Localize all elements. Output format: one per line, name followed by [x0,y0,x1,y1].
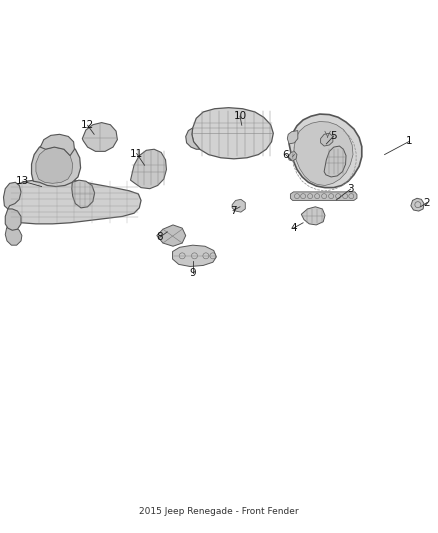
Text: 2: 2 [424,198,431,207]
Polygon shape [72,180,95,208]
Polygon shape [4,182,21,209]
Text: 11: 11 [130,149,143,158]
Text: 10: 10 [233,111,247,121]
Polygon shape [289,114,362,188]
Polygon shape [5,224,22,245]
Polygon shape [324,146,346,177]
Text: 2015 Jeep Renegade - Front Fender: 2015 Jeep Renegade - Front Fender [139,507,299,516]
Polygon shape [287,131,298,144]
Polygon shape [173,245,216,266]
Polygon shape [131,149,166,189]
Polygon shape [294,122,353,185]
Polygon shape [5,209,21,230]
Text: 3: 3 [347,184,354,194]
Text: 6: 6 [282,150,289,159]
Polygon shape [157,225,186,246]
Text: 8: 8 [156,232,163,242]
Text: 12: 12 [81,120,94,130]
Text: 7: 7 [230,206,237,215]
Text: 9: 9 [189,268,196,278]
Polygon shape [82,123,117,151]
Polygon shape [32,141,81,187]
Polygon shape [290,192,357,200]
Polygon shape [40,134,74,156]
Polygon shape [8,179,141,224]
Polygon shape [36,147,73,183]
Text: 5: 5 [330,131,337,141]
Polygon shape [192,108,273,159]
Text: 13: 13 [16,176,29,186]
Polygon shape [232,199,245,212]
Polygon shape [411,198,424,211]
Polygon shape [186,128,200,149]
Polygon shape [301,207,325,225]
Polygon shape [288,151,297,161]
Polygon shape [321,133,333,146]
Text: 1: 1 [406,136,413,146]
Text: 4: 4 [290,223,297,233]
